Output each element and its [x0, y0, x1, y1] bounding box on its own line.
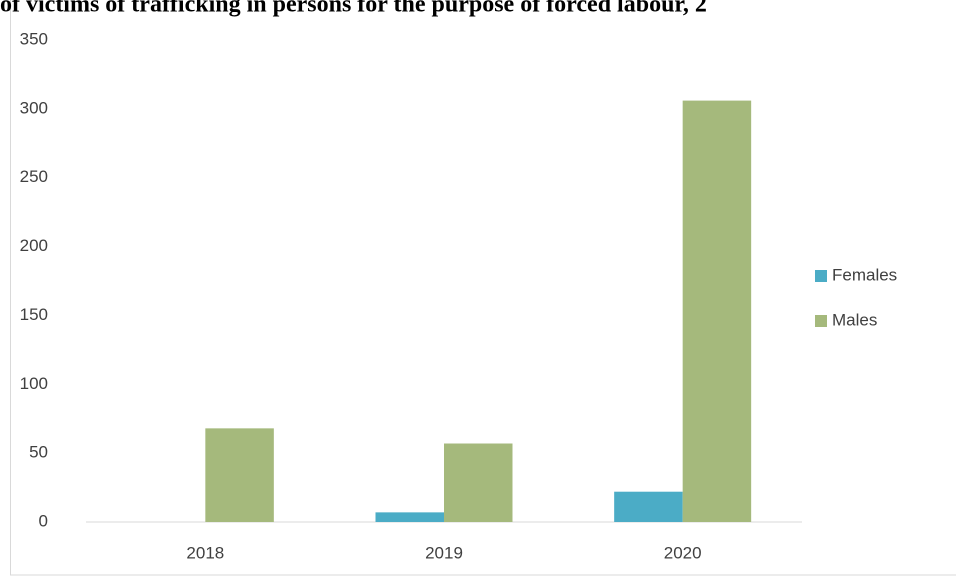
y-tick-label: 250 — [20, 167, 48, 186]
legend-swatch — [815, 315, 827, 327]
chart-border — [10, 0, 956, 576]
y-tick-label: 150 — [20, 305, 48, 324]
bar — [682, 100, 752, 522]
legend-swatch — [815, 270, 827, 282]
chart-title: of victims of trafficking in persons for… — [0, 0, 707, 18]
x-tick-label: 2019 — [425, 543, 463, 562]
y-tick-label: 0 — [39, 511, 48, 530]
bar — [375, 512, 444, 522]
bar — [444, 443, 513, 522]
legend-label: Females — [832, 265, 897, 284]
y-tick-label: 200 — [20, 236, 48, 255]
y-tick-label: 300 — [20, 98, 48, 117]
y-tick-label: 350 — [20, 29, 48, 48]
bar — [614, 491, 683, 522]
bar — [205, 428, 274, 522]
x-tick-label: 2018 — [186, 543, 224, 562]
x-tick-label: 2020 — [664, 543, 702, 562]
legend-label: Males — [832, 310, 877, 329]
y-tick-label: 100 — [20, 374, 48, 393]
y-tick-label: 50 — [29, 443, 48, 462]
